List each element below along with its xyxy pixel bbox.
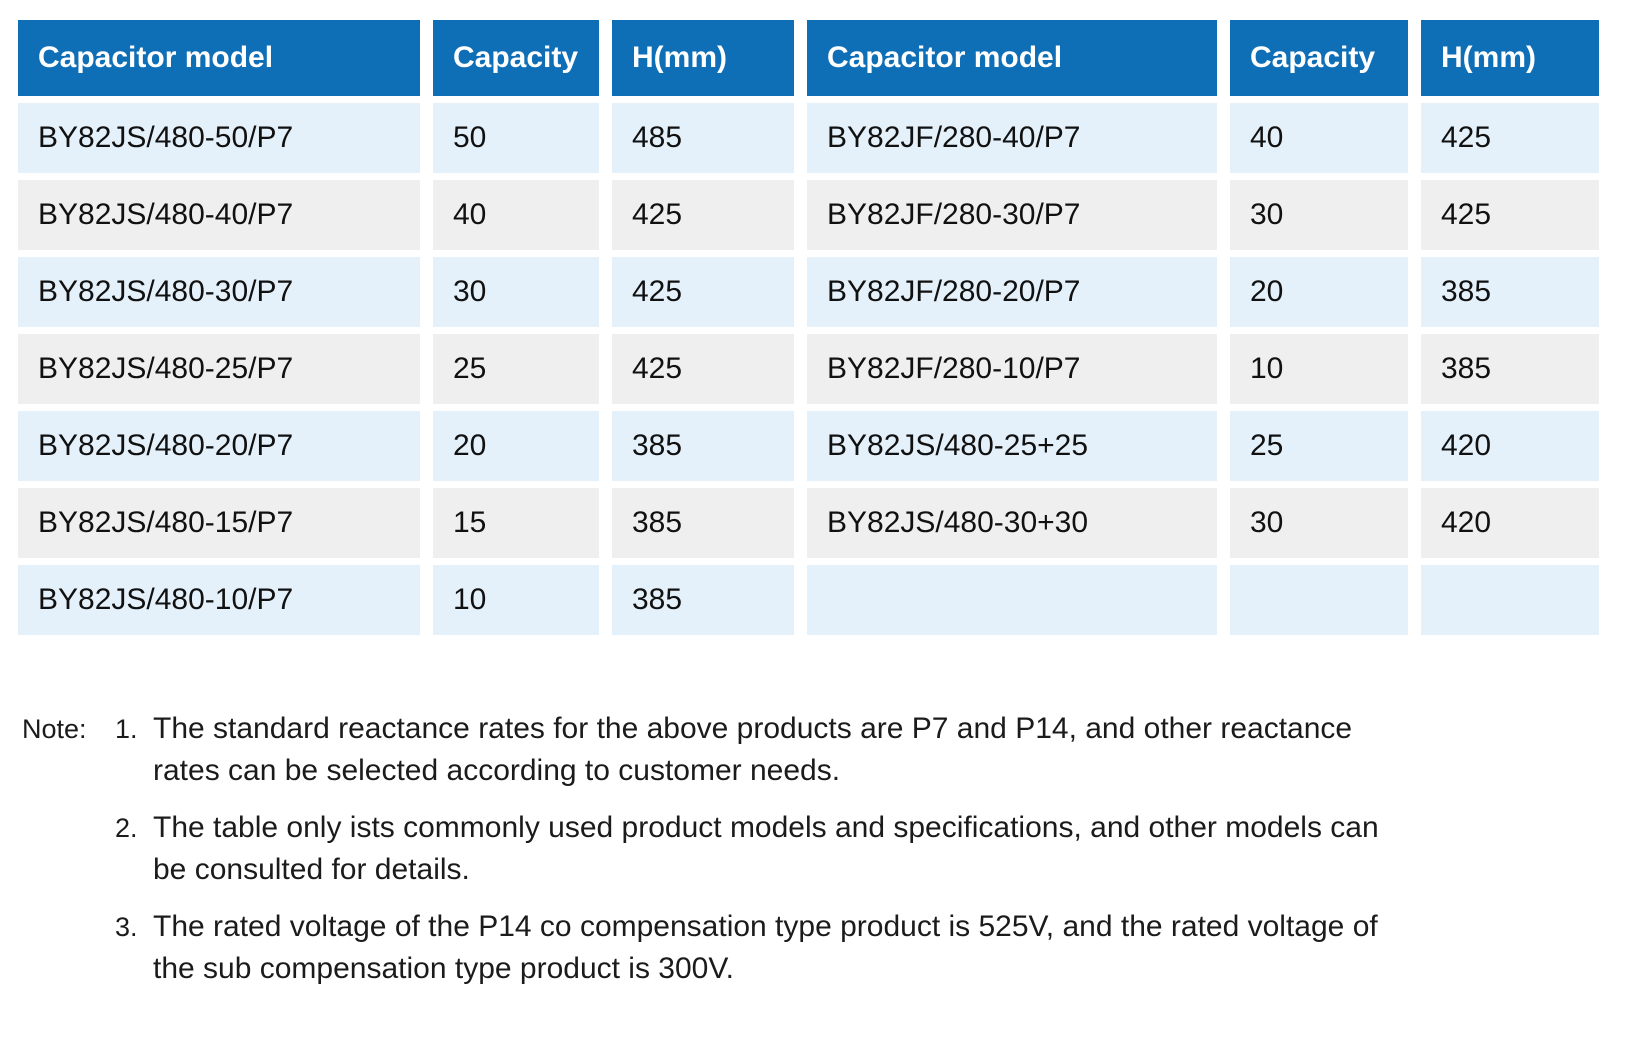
h-cell: 425 (612, 257, 794, 327)
note-line: The table only ists commonly used produc… (153, 811, 1379, 844)
header-capacitor-model-left: Capacitor model (18, 20, 420, 96)
model-cell (807, 565, 1217, 635)
capacitor-spec-table: Capacitor model Capacity H(mm) Capacitor… (5, 13, 1612, 642)
table-row: BY82JS/480-10/P7 10 385 (18, 565, 1599, 635)
h-cell: 385 (612, 411, 794, 481)
capacity-cell: 25 (1230, 411, 1408, 481)
header-h-mm-left: H(mm) (612, 20, 794, 96)
capacity-cell: 25 (433, 334, 599, 404)
table-row: BY82JS/480-20/P7 20 385 BY82JS/480-25+25… (18, 411, 1599, 481)
table-row: BY82JS/480-40/P7 40 425 BY82JF/280-30/P7… (18, 180, 1599, 250)
h-cell: 420 (1421, 411, 1599, 481)
note-number: 3. (115, 912, 138, 942)
capacity-cell: 10 (1230, 334, 1408, 404)
h-cell: 420 (1421, 488, 1599, 558)
note-text: The standard reactance rates for the abo… (153, 708, 1352, 792)
model-cell: BY82JS/480-25+25 (807, 411, 1217, 481)
note-text: The table only ists commonly used produc… (153, 807, 1379, 891)
capacity-cell: 30 (1230, 488, 1408, 558)
note-item: 3. The rated voltage of the P14 co compe… (22, 906, 1628, 990)
note-label: Note: (22, 714, 87, 744)
note-line: The rated voltage of the P14 co compensa… (153, 910, 1378, 943)
model-cell: BY82JF/280-40/P7 (807, 103, 1217, 173)
note-text: The rated voltage of the P14 co compensa… (153, 906, 1378, 990)
h-cell: 425 (612, 334, 794, 404)
h-cell: 385 (1421, 257, 1599, 327)
table-row: BY82JS/480-15/P7 15 385 BY82JS/480-30+30… (18, 488, 1599, 558)
capacity-cell (1230, 565, 1408, 635)
capacity-cell: 50 (433, 103, 599, 173)
header-h-mm-right: H(mm) (1421, 20, 1599, 96)
note-line: The standard reactance rates for the abo… (153, 712, 1353, 745)
page: Capacitor model Capacity H(mm) Capacitor… (0, 13, 1628, 1049)
h-cell: 425 (1421, 180, 1599, 250)
table-row: BY82JS/480-25/P7 25 425 BY82JF/280-10/P7… (18, 334, 1599, 404)
note-line: be consulted for details. (153, 853, 470, 886)
note-line: rates can be selected according to custo… (153, 754, 841, 787)
h-cell: 425 (1421, 103, 1599, 173)
h-cell (1421, 565, 1599, 635)
model-cell: BY82JS/480-15/P7 (18, 488, 420, 558)
note-line: the sub compensation type product is 300… (153, 952, 734, 985)
model-cell: BY82JF/280-20/P7 (807, 257, 1217, 327)
h-cell: 485 (612, 103, 794, 173)
model-cell: BY82JS/480-40/P7 (18, 180, 420, 250)
notes-section: Note: 1. The standard reactance rates fo… (22, 708, 1628, 990)
capacity-cell: 40 (1230, 103, 1408, 173)
h-cell: 385 (612, 565, 794, 635)
model-cell: BY82JS/480-30+30 (807, 488, 1217, 558)
capacity-cell: 40 (433, 180, 599, 250)
model-cell: BY82JS/480-25/P7 (18, 334, 420, 404)
model-cell: BY82JS/480-10/P7 (18, 565, 420, 635)
note-item: Note: 1. The standard reactance rates fo… (22, 708, 1628, 792)
note-number: 1. (115, 714, 138, 744)
h-cell: 385 (1421, 334, 1599, 404)
header-capacity-right: Capacity (1230, 20, 1408, 96)
model-cell: BY82JS/480-50/P7 (18, 103, 420, 173)
table-row: BY82JS/480-50/P7 50 485 BY82JF/280-40/P7… (18, 103, 1599, 173)
header-capacitor-model-right: Capacitor model (807, 20, 1217, 96)
note-item: 2. The table only ists commonly used pro… (22, 807, 1628, 891)
model-cell: BY82JF/280-30/P7 (807, 180, 1217, 250)
header-capacity-left: Capacity (433, 20, 599, 96)
capacity-cell: 10 (433, 565, 599, 635)
table-header-row: Capacitor model Capacity H(mm) Capacitor… (18, 20, 1599, 96)
capacity-cell: 20 (433, 411, 599, 481)
note-number: 2. (115, 813, 138, 843)
capacity-cell: 30 (1230, 180, 1408, 250)
table-row: BY82JS/480-30/P7 30 425 BY82JF/280-20/P7… (18, 257, 1599, 327)
capacity-cell: 30 (433, 257, 599, 327)
model-cell: BY82JF/280-10/P7 (807, 334, 1217, 404)
model-cell: BY82JS/480-30/P7 (18, 257, 420, 327)
h-cell: 425 (612, 180, 794, 250)
capacity-cell: 15 (433, 488, 599, 558)
h-cell: 385 (612, 488, 794, 558)
model-cell: BY82JS/480-20/P7 (18, 411, 420, 481)
capacity-cell: 20 (1230, 257, 1408, 327)
